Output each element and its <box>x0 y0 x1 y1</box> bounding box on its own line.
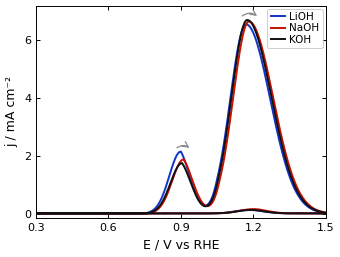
NaOH <box>34 212 38 215</box>
NaOH <box>34 212 38 215</box>
Y-axis label: j / mA cm⁻²: j / mA cm⁻² <box>5 76 19 147</box>
NaOH <box>178 212 182 215</box>
NaOH <box>45 212 49 215</box>
Legend: LiOH, NaOH, KOH: LiOH, NaOH, KOH <box>267 9 323 48</box>
Line: NaOH: NaOH <box>36 21 326 213</box>
KOH <box>238 209 242 213</box>
KOH <box>178 212 182 215</box>
LiOH <box>34 212 38 215</box>
LiOH <box>34 212 38 215</box>
KOH <box>211 196 215 199</box>
LiOH <box>261 210 266 213</box>
X-axis label: E / V vs RHE: E / V vs RHE <box>142 238 219 251</box>
LiOH <box>238 209 242 212</box>
NaOH <box>261 209 266 212</box>
NaOH <box>212 197 216 200</box>
KOH <box>317 210 321 213</box>
KOH <box>45 212 49 215</box>
LiOH <box>210 196 214 199</box>
KOH <box>34 212 38 215</box>
KOH <box>245 19 249 22</box>
NaOH <box>317 209 321 212</box>
KOH <box>261 210 266 213</box>
NaOH <box>238 209 242 212</box>
Line: KOH: KOH <box>36 20 326 213</box>
LiOH <box>45 212 49 215</box>
NaOH <box>247 20 251 23</box>
LiOH <box>244 23 248 26</box>
LiOH <box>317 210 321 213</box>
LiOH <box>178 212 182 215</box>
KOH <box>34 212 38 215</box>
Line: LiOH: LiOH <box>36 24 326 213</box>
